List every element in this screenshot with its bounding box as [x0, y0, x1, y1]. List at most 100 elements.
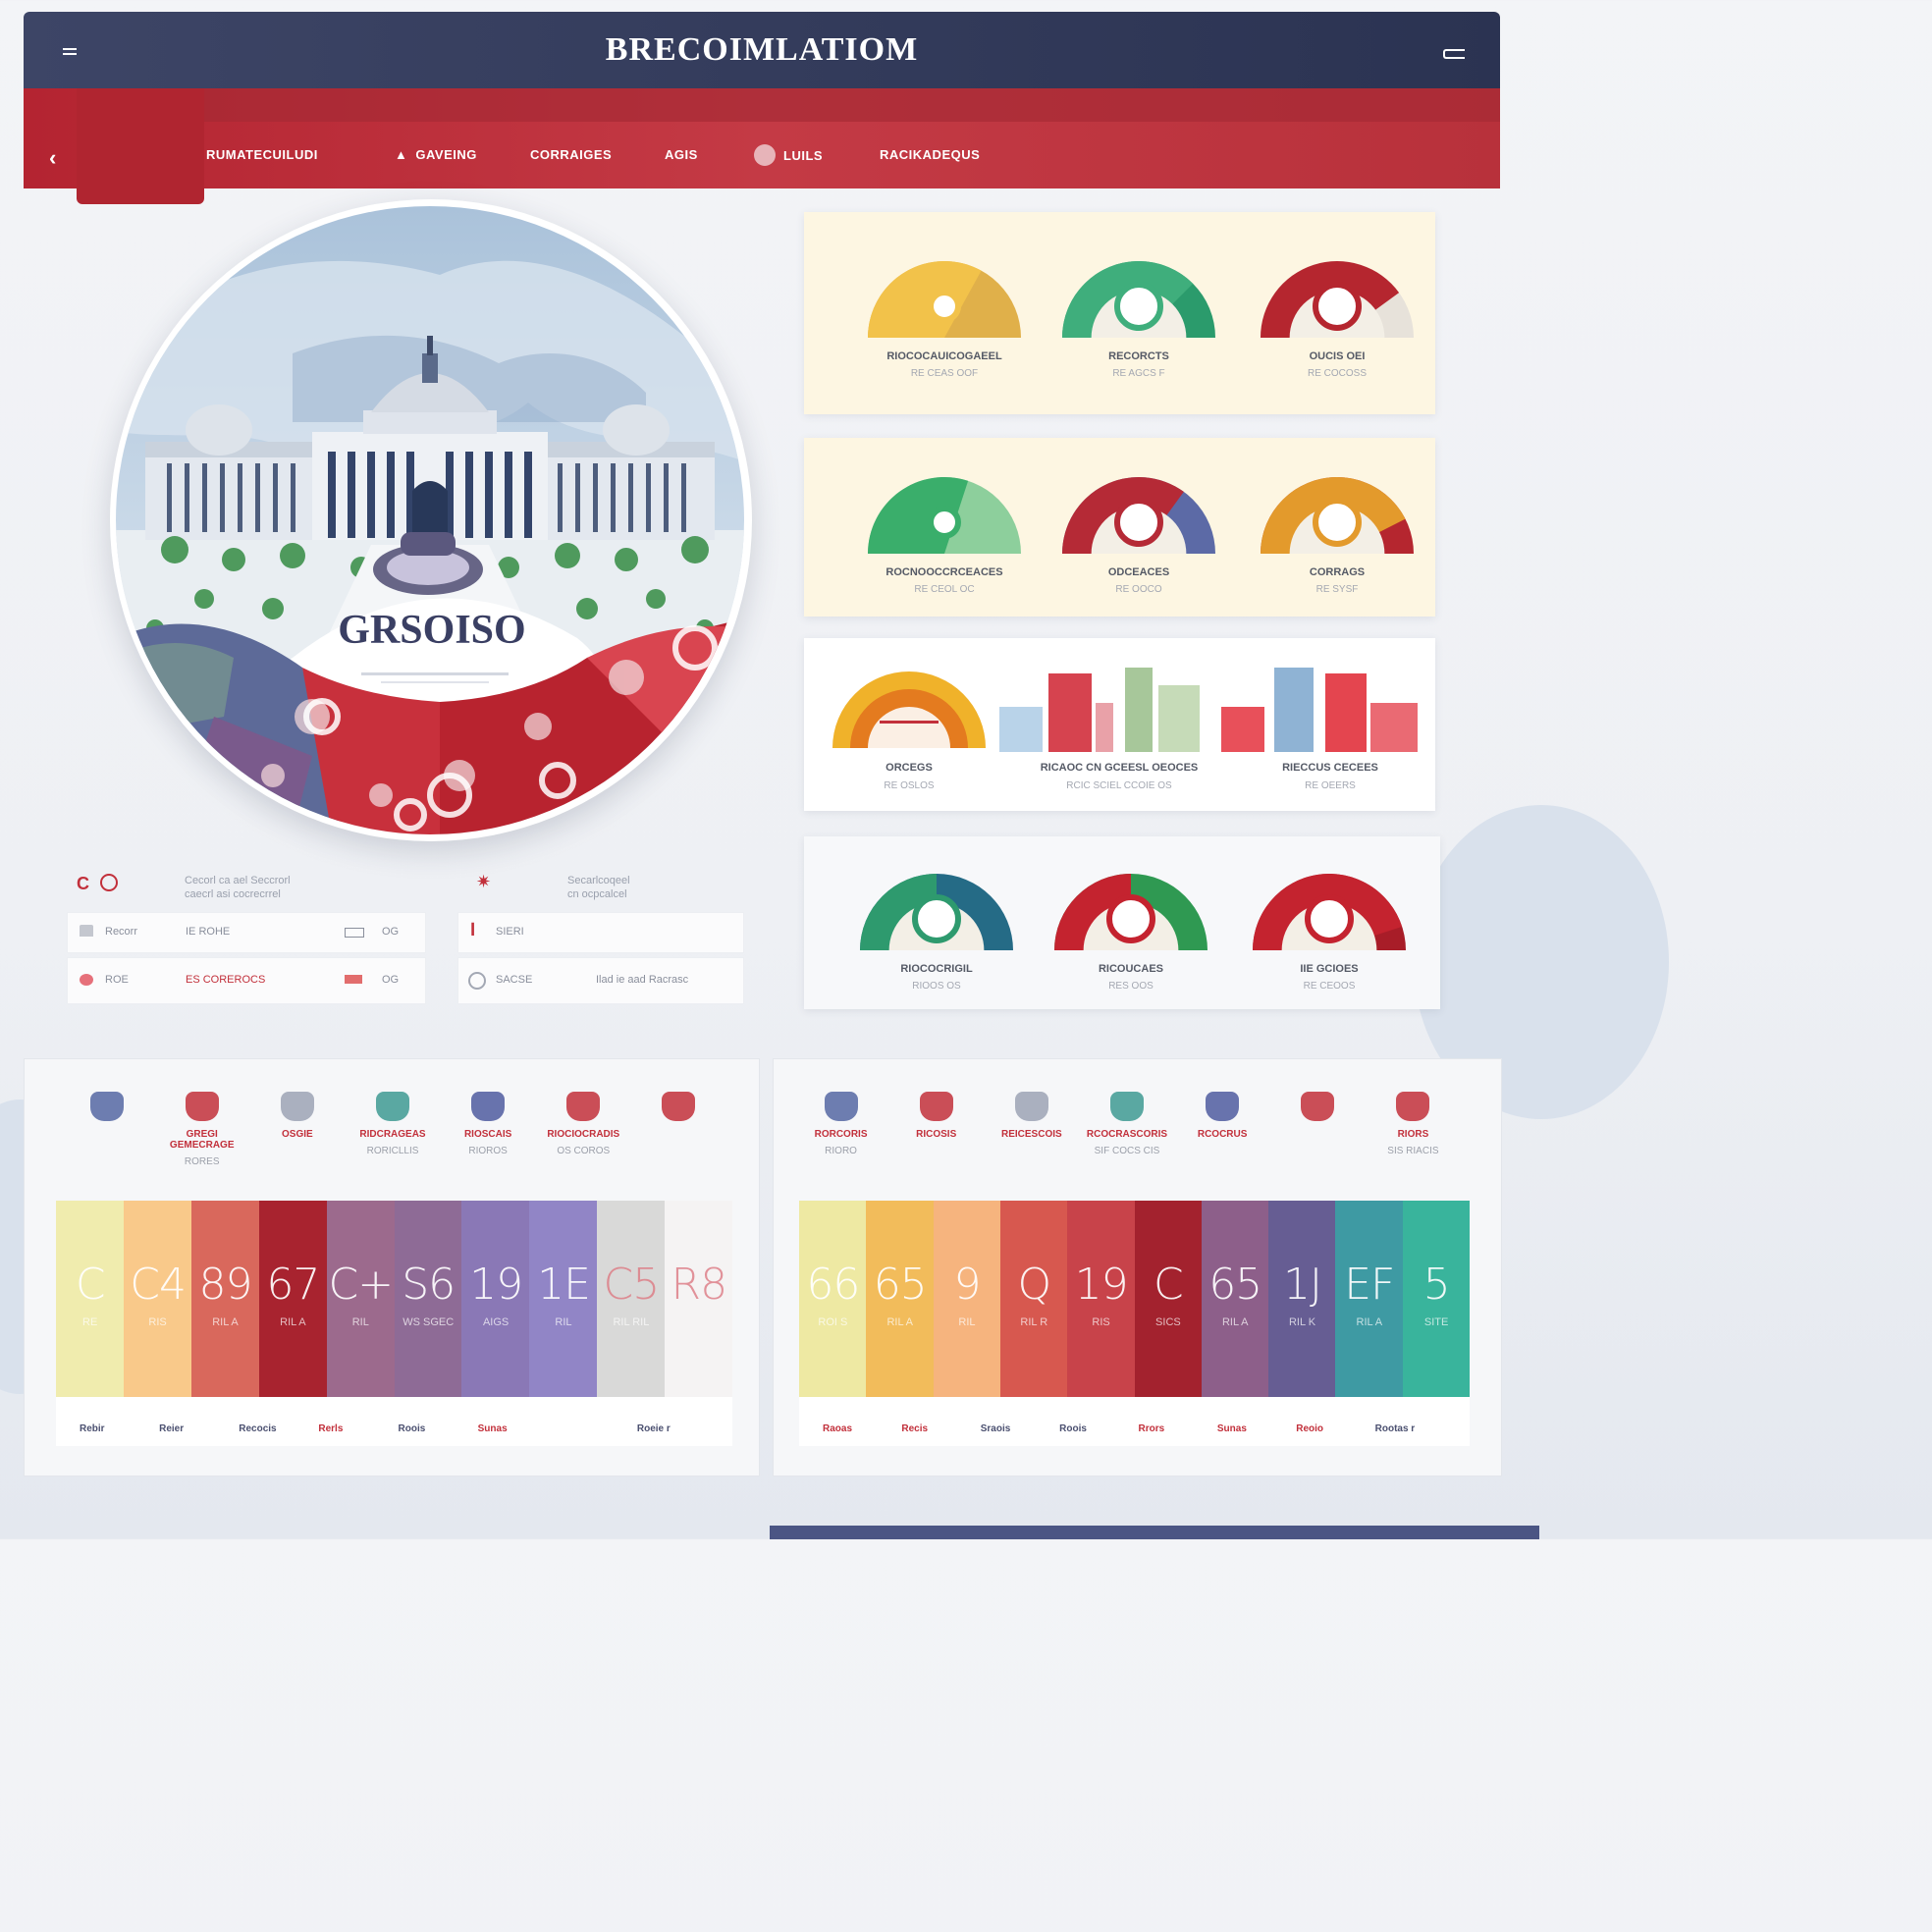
shield-icon[interactable]: RIDCRAGEAS RORICLLIS	[345, 1084, 440, 1156]
stat-bar-sub: RIL RIL	[613, 1316, 650, 1328]
gauge-widget: IIE GCIOES RE CEOOS	[1251, 840, 1408, 1007]
stat-bar[interactable]: 9 RIL	[933, 1201, 1001, 1397]
stat-bar[interactable]: 65 RIL A	[1201, 1201, 1269, 1397]
stat-bar-sub: RIL K	[1288, 1316, 1316, 1328]
lamp-icon[interactable]: RORCORIS RIORO	[793, 1084, 888, 1156]
circle-icon-glyph	[1366, 1084, 1461, 1129]
gauge-label: RIECCUS CECEES	[1282, 762, 1378, 774]
donut-gauge	[832, 671, 986, 748]
mini-bar-chart-2	[1221, 668, 1418, 752]
gauge-label: RIOCOCAUICOGAEEL	[886, 350, 1002, 362]
folder-icon[interactable]: RIOSCAIS RIOROS	[441, 1084, 536, 1156]
gauge-label: RICOUCAES	[1098, 963, 1163, 975]
icon-sub: OS COROS	[557, 1146, 611, 1156]
heart-icon[interactable]: GREGI GEMECRAGE RORES	[154, 1084, 249, 1167]
stat-bar[interactable]: C+ RIL	[326, 1201, 395, 1397]
stat-bar-sub: RE	[82, 1316, 98, 1328]
stat-bar[interactable]: S6 WS SGEC	[394, 1201, 462, 1397]
back-tab[interactable]	[77, 88, 204, 204]
stat-bar[interactable]: 66 ROI S	[799, 1201, 867, 1397]
stethoscope-icon[interactable]: OSGIE	[249, 1084, 345, 1146]
back-arrow-icon[interactable]: ‹	[49, 145, 57, 170]
bottle-icon[interactable]: REICESCOIS	[984, 1084, 1079, 1146]
stat-bar-value: 5	[1422, 1260, 1451, 1310]
stat-bar[interactable]: 19 RIS	[1067, 1201, 1135, 1397]
bottle-icon-glyph	[984, 1084, 1079, 1129]
nav-item-1[interactable]: RUMATECUILUDI	[206, 147, 318, 162]
house-icon	[80, 925, 93, 937]
stat-bar[interactable]: EF RIL A	[1335, 1201, 1404, 1397]
stat-bar[interactable]: 89 RIL A	[190, 1201, 260, 1397]
toggle-dot-icon	[754, 144, 776, 166]
info-row[interactable]: ꟾ SIERI	[457, 912, 744, 953]
stat-bar-sub: RIL	[555, 1316, 572, 1328]
stat-bar-value: C	[1154, 1260, 1184, 1310]
hook-icon-glyph	[59, 1084, 154, 1129]
icon-label: OSGIE	[282, 1129, 313, 1140]
pipe-icon-glyph	[888, 1084, 984, 1129]
stethoscope-icon-glyph	[249, 1084, 345, 1129]
heart-flag-icon[interactable]	[631, 1084, 726, 1135]
gauge-label: IIE GCIOES	[1300, 963, 1359, 975]
stat-bar[interactable]: 67 RIL A	[258, 1201, 328, 1397]
nav-item-4[interactable]: AGIS	[665, 147, 698, 162]
axis-label: Rebir	[80, 1423, 105, 1434]
stat-bar-sub: SICS	[1155, 1316, 1181, 1328]
stat-bar[interactable]: C RE	[56, 1201, 125, 1397]
hero-illustration	[116, 206, 744, 834]
bottom-strip	[770, 1526, 1539, 1539]
gauge-widget: OUCIS OEI RE COCOSS	[1259, 228, 1416, 395]
microscope-icon-glyph	[536, 1084, 631, 1129]
heart-icon-glyph	[154, 1084, 249, 1129]
info-row[interactable]: Recorr IE ROHE OG	[67, 912, 426, 953]
stat-bar[interactable]: C5 RIL RIL	[597, 1201, 666, 1397]
nav-item-2[interactable]: ▲ GAVEING	[395, 147, 477, 162]
icon-label: RORCORIS	[814, 1129, 868, 1140]
stat-bar[interactable]: C4 RIS	[123, 1201, 192, 1397]
stat-bar-value: 89	[198, 1260, 252, 1310]
circle-icon[interactable]: RIORS SIS RIACIS	[1366, 1084, 1461, 1156]
gauge-sub: RE OOCO	[1115, 584, 1162, 595]
gauge-label: OUCIS OEI	[1309, 350, 1366, 362]
pipe-icon[interactable]: RICOSIS	[888, 1084, 984, 1146]
nav-item-5[interactable]: LUILS	[754, 144, 823, 166]
nav-item-6[interactable]: RACIKADEQUS	[880, 147, 981, 162]
gauge-label: RIOCOCRIGIL	[900, 963, 973, 975]
microscope-icon[interactable]: RIOCIOCRADIS OS COROS	[536, 1084, 631, 1156]
stat-bar-value: 1E	[537, 1260, 591, 1310]
gauge-sub: RE SYSF	[1315, 584, 1359, 595]
minimize-icon[interactable]	[1443, 49, 1465, 59]
stat-bar-value: C	[75, 1260, 106, 1310]
gauge-widget: RIOCOCAUICOGAEEL RE CEAS OOF	[866, 228, 1023, 395]
stat-bar[interactable]: 65 RIL A	[866, 1201, 935, 1397]
gauge-sub: RE OSLOS	[884, 780, 935, 791]
icon-sub: RIOROS	[468, 1146, 508, 1156]
syringe-icon[interactable]: RCOCRASCORIS SIF COCS CIS	[1079, 1084, 1174, 1156]
stat-bar-sub: SITE	[1423, 1316, 1449, 1328]
stat-bar-sub: AIGS	[482, 1316, 510, 1328]
nav-item-3[interactable]: CORRAIGES	[530, 147, 613, 162]
stat-bar-value: 9	[953, 1260, 981, 1310]
stat-bar-sub: RIL A	[886, 1316, 913, 1328]
battery-icon	[345, 975, 362, 984]
stat-bar[interactable]: R8	[665, 1201, 733, 1397]
stat-bar[interactable]: 5 SITE	[1402, 1201, 1471, 1397]
stat-bar[interactable]: 19 AIGS	[461, 1201, 530, 1397]
hook-icon[interactable]	[59, 1084, 154, 1135]
stat-bar[interactable]: C SICS	[1134, 1201, 1203, 1397]
info-row[interactable]: SACSE Ilad ie aad Racrasc	[457, 957, 744, 1004]
gauge-label: RECORCTS	[1108, 350, 1169, 362]
stat-bar[interactable]: 1J RIL K	[1268, 1201, 1336, 1397]
gauge-sub: RE AGCS F	[1112, 368, 1165, 379]
info-row[interactable]: ROE ES COREROCS OG	[67, 957, 426, 1004]
helicopter-icon[interactable]: RCOCRUS	[1175, 1084, 1270, 1146]
stat-bar[interactable]: 1E RIL	[529, 1201, 598, 1397]
stat-bar[interactable]: Q RIL R	[999, 1201, 1068, 1397]
menu-icon[interactable]	[63, 45, 77, 58]
gauge-sub: RE CEOOS	[1303, 981, 1356, 992]
mini-bar-chart-1	[999, 668, 1200, 752]
stat-bar-value: 19	[1074, 1260, 1129, 1310]
thermometer-icon[interactable]	[1270, 1084, 1366, 1135]
stat-bar-value: R8	[671, 1260, 728, 1310]
tag-icon: ꟾ	[470, 923, 476, 939]
